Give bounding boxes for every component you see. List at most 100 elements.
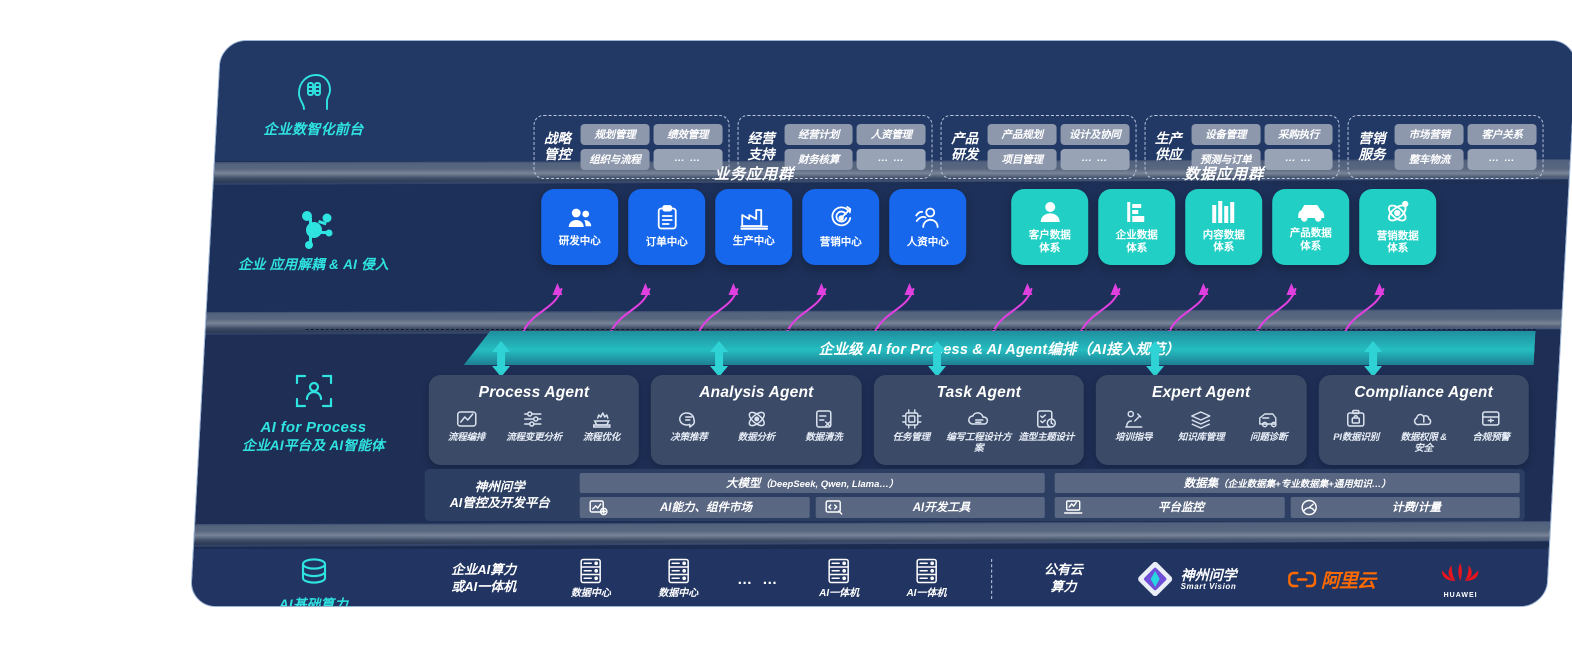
agent-feature[interactable]: 合规预警: [1458, 409, 1525, 444]
agent-process[interactable]: Process Agent 流程编排 流程变更分析: [428, 375, 640, 465]
platform-cell-devtool[interactable]: AI开发工具: [815, 496, 1045, 518]
infra-node-dc-1[interactable]: 数据中心: [547, 558, 634, 600]
agent-feature[interactable]: PI数据识别: [1323, 409, 1390, 444]
rail-label-ai-process: AI for Process: [260, 419, 367, 436]
agent-feature[interactable]: 流程变更分析: [501, 409, 568, 444]
card-production-center[interactable]: 生产中心: [715, 189, 793, 265]
model-bar[interactable]: 大模型 （DeepSeek, Qwen, Llama…）: [579, 472, 1045, 493]
huawei-logo: [1442, 562, 1479, 581]
agent-feature[interactable]: 数据清洗: [790, 409, 857, 444]
domain-chip[interactable]: 设计及协同: [1060, 124, 1130, 145]
agent-feature[interactable]: 流程优化: [568, 409, 635, 444]
infrastructure-row: 企业AI算力 或AI一体机 数据中心 数据中心 … …: [420, 553, 1520, 605]
server-icon: [668, 558, 689, 584]
node-label: AI一体机: [906, 588, 947, 599]
platform-cell-monitor[interactable]: 平台监控: [1054, 496, 1285, 518]
users-icon: [568, 208, 591, 228]
shield-cloud-icon: [1413, 413, 1432, 426]
data-app-cards: 客户数据 体系 企业数据 体系 内容数据 体系: [1011, 189, 1437, 265]
agent-feature[interactable]: 知识库管理: [1168, 409, 1235, 444]
rail-item-compute: AI基础算力: [206, 555, 421, 607]
card-label: 人资中心: [906, 235, 949, 248]
model-bar-title: 大模型: [726, 477, 761, 490]
cell-label: AI能力、组件市场: [659, 502, 752, 514]
agent-analysis[interactable]: Analysis Agent 决策推荐: [651, 375, 862, 465]
vendor-smartvision[interactable]: 神州问学 Smart Vision: [1113, 562, 1262, 596]
feature-label: 编写工程设计方案: [946, 432, 1012, 454]
vendor-name-cn: 阿里云: [1321, 570, 1376, 592]
rail-sublabel-ai-process: 企业AI平台及 AI智能体: [242, 437, 385, 453]
feature-label: 流程变更分析: [506, 432, 562, 443]
cell-label: 计费/计量: [1391, 502, 1442, 514]
feature-label: 造型主题设计: [1018, 432, 1075, 443]
card-product-data[interactable]: 产品数据 体系: [1272, 189, 1350, 265]
infra-node-dc-2[interactable]: 数据中心: [635, 558, 722, 600]
agent-title: Compliance Agent: [1354, 384, 1493, 401]
card-hr-center[interactable]: 人资中心: [889, 189, 967, 265]
agent-feature[interactable]: 数据分析: [723, 409, 790, 444]
card-enterprise-data[interactable]: 企业数据 体系: [1098, 189, 1176, 265]
agent-feature[interactable]: 流程编排: [433, 409, 500, 444]
business-group-title: 业务应用群: [714, 166, 795, 183]
domain-chip[interactable]: 设备管理: [1191, 124, 1261, 145]
domain-chip[interactable]: 绩效管理: [653, 124, 723, 145]
dataset-bar-subtitle: （企业数据集+专业数据集+通用知识…）: [1218, 478, 1391, 490]
domain-chip[interactable]: 市场营销: [1394, 124, 1464, 145]
agent-feature[interactable]: 决策推荐: [656, 409, 723, 444]
card-label: 生产中心: [732, 235, 775, 248]
card-rnd-center[interactable]: 研发中心: [541, 189, 619, 265]
vendor-huawei[interactable]: HUAWEI: [1401, 560, 1520, 599]
card-marketing-center[interactable]: 营销中心: [802, 189, 880, 265]
agent-feature[interactable]: 数据权限 & 安全: [1390, 409, 1457, 455]
card-content-data[interactable]: 内容数据 体系: [1185, 189, 1263, 265]
domain-chip[interactable]: 客户关系: [1467, 124, 1537, 145]
agent-feature[interactable]: 问题诊断: [1235, 409, 1302, 444]
card-label: 客户数据 体系: [1028, 229, 1071, 254]
database-icon: [301, 558, 326, 584]
agent-feature[interactable]: 编写工程设计方案: [945, 409, 1012, 455]
bars-icon: [1212, 200, 1235, 223]
card-marketing-data[interactable]: 营销数据 体系: [1359, 189, 1437, 265]
agent-compliance[interactable]: Compliance Agent PI数据识别: [1318, 375, 1529, 465]
domain-chip-more[interactable]: … …: [1467, 149, 1537, 170]
domain-chip[interactable]: 人资管理: [856, 124, 926, 145]
checklist-clock-icon: [1037, 410, 1057, 428]
devtool-icon: [825, 499, 842, 515]
agent-title: Analysis Agent: [699, 384, 814, 401]
agent-card-list: Process Agent 流程编排 流程变更分析: [428, 375, 1529, 465]
user-icon: [1040, 202, 1060, 223]
platform-cell-billing[interactable]: 计费/计量: [1290, 496, 1520, 518]
card-customer-data[interactable]: 客户数据 体系: [1011, 189, 1089, 265]
platform-cell-market[interactable]: AI能力、组件市场: [579, 496, 810, 518]
atom-icon: [1388, 200, 1409, 222]
vendor-aliyun[interactable]: 阿里云: [1262, 566, 1401, 593]
agent-link-arrows: [492, 341, 1383, 377]
domain-chip[interactable]: 规划管理: [580, 124, 650, 145]
id-lock-icon: [1347, 409, 1365, 427]
ellipsis-icon: … …: [737, 570, 781, 588]
card-order-center[interactable]: 订单中心: [628, 189, 706, 265]
atom-analysis-icon: [748, 411, 765, 427]
card-label: 营销数据 体系: [1376, 229, 1419, 254]
domain-chip[interactable]: 采购执行: [1264, 124, 1333, 145]
agent-expert[interactable]: Expert Agent 培训指导 知识库管: [1095, 375, 1307, 465]
ai-platform-strip: 神州问学 AI管控及开发平台 大模型 （DeepSeek, Qwen, Llam…: [424, 469, 1525, 521]
feature-label: 流程优化: [582, 432, 621, 443]
infra-node-ai-1[interactable]: AI一体机: [795, 558, 882, 600]
domain-chip[interactable]: 经营计划: [784, 124, 853, 145]
feature-label: 流程编排: [447, 432, 486, 443]
agent-feature[interactable]: 造型主题设计: [1013, 409, 1080, 444]
feature-label: 知识库管理: [1177, 432, 1225, 443]
agent-title: Task Agent: [936, 384, 1021, 401]
domain-name: 生产 供应: [1154, 131, 1182, 162]
node-label: 数据中心: [570, 588, 611, 599]
public-cloud-label: 公有云 算力: [1043, 562, 1083, 594]
infra-node-ai-2[interactable]: AI一体机: [883, 558, 970, 600]
agent-feature[interactable]: 培训指导: [1100, 409, 1167, 444]
domain-chip[interactable]: 产品规划: [987, 124, 1057, 145]
agent-task[interactable]: Task Agent 任务管理: [873, 375, 1084, 465]
market-icon: [589, 499, 608, 515]
dataset-bar[interactable]: 数据集 （企业数据集+专业数据集+通用知识…）: [1054, 472, 1520, 493]
agent-feature[interactable]: 任务管理: [878, 409, 945, 444]
agent-title: Expert Agent: [1152, 384, 1251, 401]
